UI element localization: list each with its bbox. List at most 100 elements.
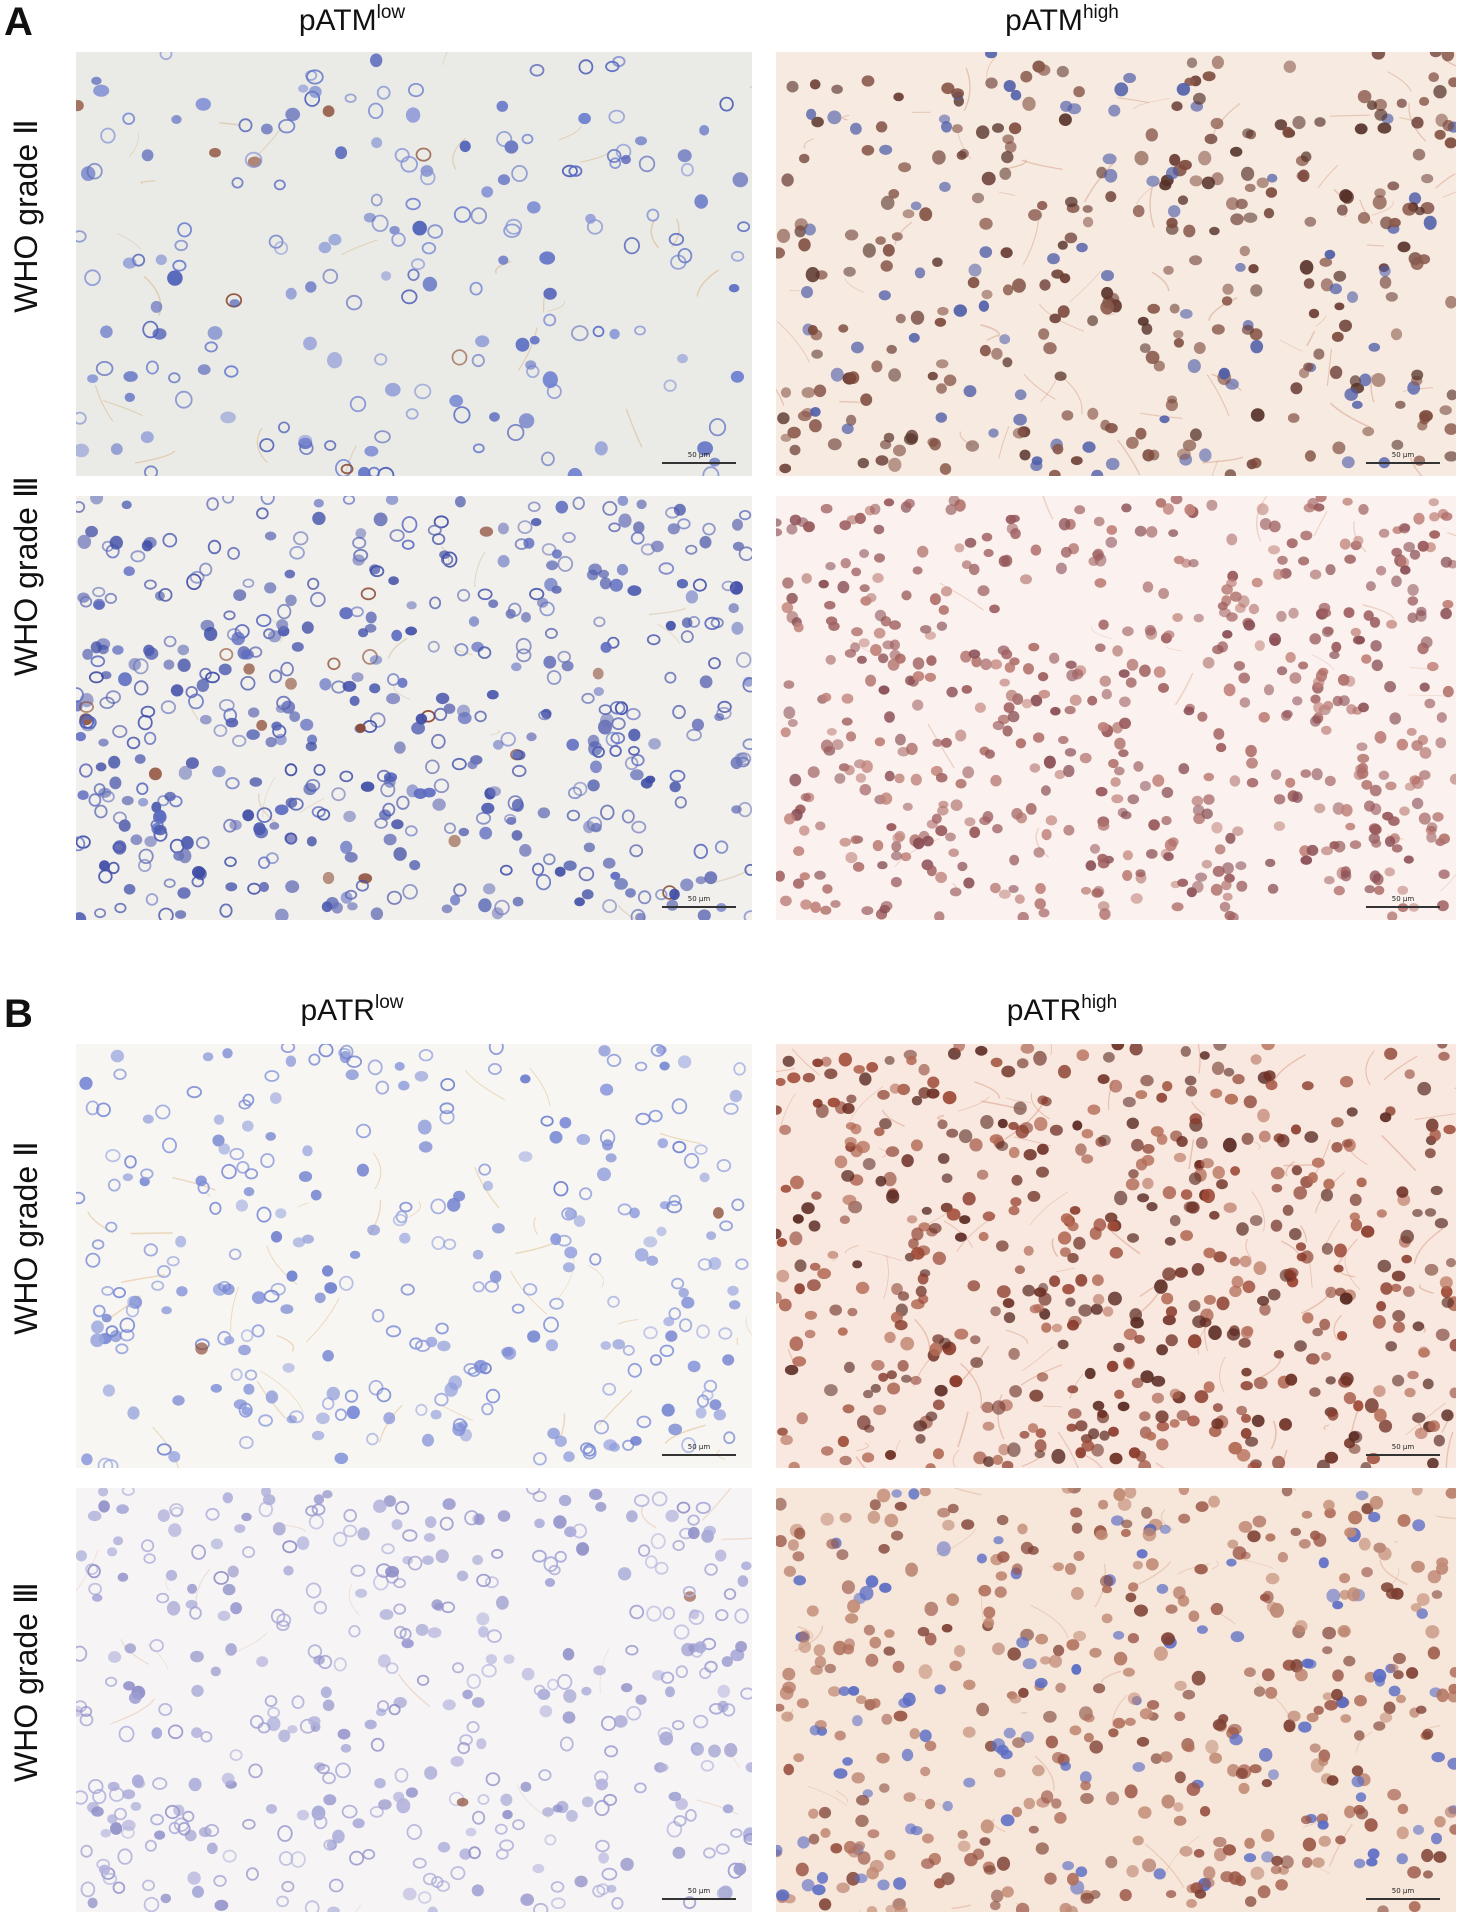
cell-nucleus [1166,166,1179,180]
cell-nucleus [367,1059,383,1076]
cell-nucleus [1416,606,1427,617]
cell-nucleus [1439,1276,1453,1289]
cell-nucleus [1201,176,1215,190]
cell-nucleus [863,1389,874,1399]
cell-nucleus [870,1698,881,1709]
cell-nucleus [1367,1848,1380,1860]
cell-nucleus [489,412,500,422]
cell-nucleus [177,222,192,238]
cell-nucleus [695,876,706,885]
cell-nucleus [1333,1264,1344,1273]
cell-nucleus [243,663,255,675]
cell-nucleus [340,840,353,854]
cell-nucleus [481,1402,494,1416]
cell-nucleus [370,53,383,68]
cell-nucleus [1441,512,1453,521]
cell-nucleus [116,1504,129,1514]
cell-nucleus [1101,1613,1113,1624]
cell-nucleus [532,1452,547,1466]
cell-nucleus [841,717,853,726]
cell-nucleus [968,263,982,277]
tissue-fiber [881,1109,905,1127]
cell-nucleus [1180,1230,1193,1241]
cell-nucleus [486,1629,502,1643]
cell-nucleus [298,434,313,446]
cell-nucleus [152,1777,168,1790]
cell-nucleus [626,708,641,721]
cell-nucleus [223,818,237,833]
cell-nucleus [1289,1228,1302,1241]
cell-nucleus [1098,619,1109,630]
tissue-fiber [1445,1431,1454,1468]
cell-nucleus [1090,1303,1103,1315]
cell-nucleus [342,680,357,692]
cell-nucleus [626,1510,638,1523]
cell-nucleus [475,811,492,825]
cell-nucleus [737,801,752,818]
cell-nucleus [935,412,947,423]
cell-nucleus [76,501,86,513]
cell-nucleus [84,269,101,287]
cell-nucleus [1060,1213,1073,1224]
cell-nucleus [268,630,282,643]
cell-nucleus [399,1201,413,1213]
cell-nucleus [1159,1524,1171,1534]
cell-nucleus [1033,847,1045,858]
cell-nucleus [251,1324,265,1338]
cell-nucleus [696,1324,710,1339]
cell-nucleus [859,784,872,796]
cell-nucleus [993,1536,1004,1545]
cell-nucleus [526,732,537,742]
cell-nucleus [1021,698,1033,709]
cell-nucleus [1431,1752,1445,1763]
cell-nucleus [420,169,436,186]
cell-nucleus [1282,1204,1294,1216]
cell-nucleus [1267,883,1279,894]
cell-nucleus [942,1519,955,1531]
tissue-fiber [883,1254,889,1300]
tissue-fiber [803,138,814,149]
cell-nucleus [678,1287,689,1298]
cell-nucleus [1008,1121,1019,1131]
cell-nucleus [172,259,187,272]
cell-nucleus [850,122,862,135]
cell-nucleus [529,335,540,345]
cell-nucleus [1109,1452,1123,1465]
cell-nucleus [1350,627,1361,637]
cell-nucleus [235,1199,248,1212]
cell-nucleus [873,627,886,639]
cell-nucleus [1043,342,1057,355]
cell-nucleus [123,884,136,895]
cell-nucleus [961,1519,975,1530]
cell-nucleus [602,1382,617,1396]
tissue-fiber [797,1625,814,1640]
cell-nucleus [1146,849,1158,859]
cell-nucleus [1449,1667,1456,1678]
cell-nucleus [730,250,745,262]
cell-nucleus [1348,1510,1363,1525]
cell-nucleus [1058,1064,1071,1079]
cell-nucleus [664,671,677,684]
cell-nucleus [238,118,253,133]
cell-nucleus [610,871,621,880]
cell-nucleus [373,1574,389,1591]
cell-nucleus [1270,1166,1285,1180]
cell-nucleus [153,810,167,824]
cell-nucleus [389,225,400,235]
cell-nucleus [731,621,744,635]
cell-nucleus [780,387,792,398]
cell-nucleus [1222,1844,1236,1856]
cell-nucleus [477,646,492,659]
cell-nucleus [406,1823,423,1840]
cell-nucleus [163,878,176,889]
tissue-fiber [1051,1238,1059,1258]
cell-nucleus [218,1280,231,1292]
cell-nucleus [123,566,135,577]
cell-nucleus [1193,342,1206,354]
cell-nucleus [339,1044,354,1060]
cell-nucleus [1374,1408,1387,1422]
cell-nucleus [1098,1134,1111,1146]
cell-nucleus [367,1224,380,1236]
cell-nucleus [1353,1804,1366,1815]
tissue-fiber [617,904,639,920]
